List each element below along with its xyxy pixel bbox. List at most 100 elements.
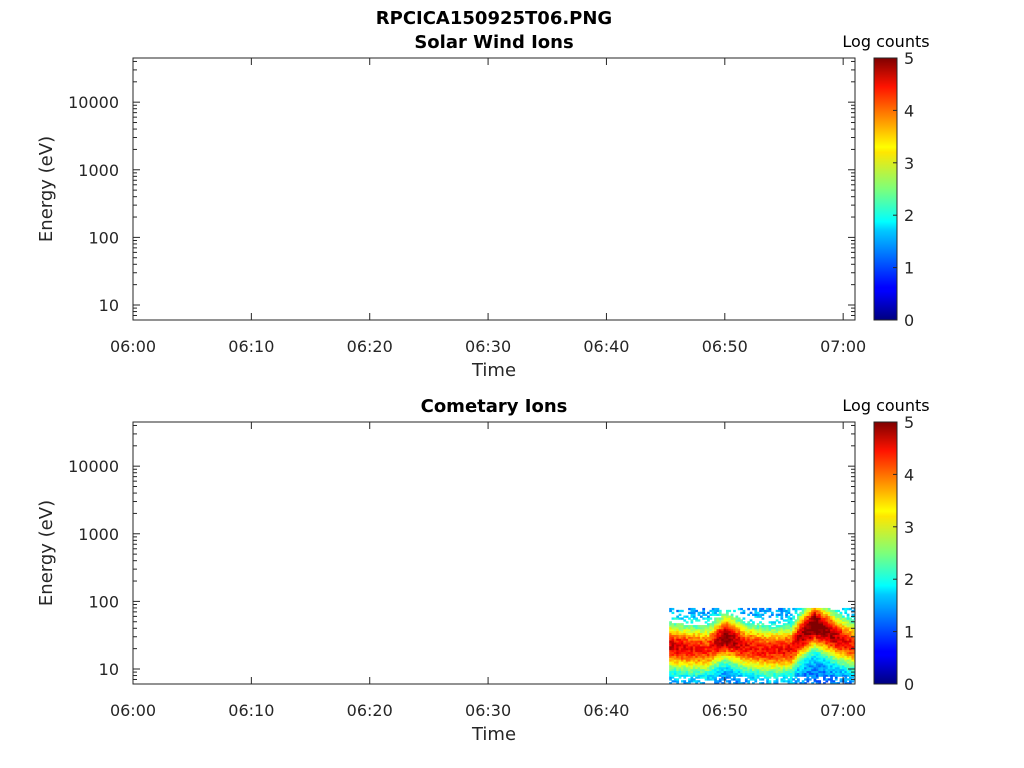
heatmap-cell — [707, 626, 710, 630]
heatmap-cell — [754, 613, 758, 616]
heatmap-cell — [780, 638, 784, 641]
heatmap-cell — [669, 647, 672, 651]
heatmap-cell — [799, 613, 803, 616]
heatmap-cell — [773, 640, 777, 643]
heatmap-cell — [702, 630, 706, 634]
heatmap-cell — [787, 638, 791, 641]
heatmap-cell — [775, 649, 779, 653]
heatmap-cell — [709, 609, 713, 613]
heatmap-cell — [789, 676, 793, 679]
heatmap-cell — [704, 678, 708, 681]
heatmap-cell — [849, 674, 852, 677]
heatmap-cell — [780, 653, 784, 656]
heatmap-cell — [740, 653, 743, 656]
heatmap-cell — [811, 630, 814, 634]
heatmap-cell — [808, 645, 812, 649]
heatmap-cell — [818, 668, 822, 672]
heatmap-cell — [763, 640, 767, 643]
heatmap-cell — [695, 663, 698, 666]
heatmap-cell — [690, 647, 694, 651]
heatmap-cell — [733, 619, 736, 622]
heatmap-cell — [851, 634, 855, 637]
heatmap-cell — [759, 666, 762, 670]
heatmap-cell — [702, 663, 706, 666]
heatmap-cell — [733, 661, 736, 664]
heatmap-cell — [811, 623, 814, 626]
heatmap-cell — [766, 664, 769, 668]
heatmap-cell — [834, 640, 838, 643]
heatmap-cell — [775, 634, 779, 637]
heatmap-cell — [846, 655, 850, 658]
heatmap-cell — [785, 666, 788, 670]
heatmap-cell — [678, 617, 682, 620]
heatmap-cell — [806, 607, 810, 611]
heatmap-cell — [718, 647, 722, 651]
heatmap-cell — [692, 617, 696, 620]
heatmap-cell — [699, 645, 703, 649]
heatmap-cell — [759, 621, 762, 624]
heatmap-cell — [733, 676, 736, 679]
heatmap-cell — [825, 619, 829, 622]
heatmap-cell — [766, 674, 769, 677]
heatmap-cell — [782, 619, 786, 622]
heatmap-cell — [773, 663, 777, 666]
heatmap-cell — [697, 653, 701, 656]
heatmap-cell — [844, 626, 848, 630]
heatmap-cell — [815, 642, 819, 645]
heatmap-cell — [853, 617, 855, 620]
heatmap-cell — [711, 659, 715, 662]
heatmap-cell — [747, 642, 751, 645]
heatmap-cell — [820, 655, 824, 658]
heatmap-cell — [669, 607, 672, 611]
heatmap-cell — [778, 630, 781, 634]
heatmap-cell — [735, 668, 739, 672]
heatmap-cell — [782, 607, 786, 611]
heatmap-cell — [759, 644, 762, 647]
heatmap-cell — [669, 625, 672, 628]
heatmap-cell — [683, 661, 687, 664]
heatmap-cell — [733, 645, 736, 649]
heatmap-cell — [709, 649, 713, 653]
heatmap-cell — [818, 638, 822, 641]
heatmap-cell — [778, 670, 781, 673]
heatmap-cell — [830, 626, 833, 630]
heatmap-cell — [811, 611, 814, 615]
heatmap-cell — [695, 642, 698, 645]
heatmap-cell — [806, 623, 810, 626]
heatmap-cell — [808, 644, 812, 647]
heatmap-cell — [697, 642, 701, 645]
heatmap-cell — [770, 611, 774, 615]
heatmap-cell — [825, 678, 829, 681]
heatmap-cell — [747, 636, 751, 639]
heatmap-cell — [718, 664, 722, 668]
heatmap-cell — [740, 649, 743, 653]
heatmap-cell — [837, 634, 841, 637]
heatmap-cell — [818, 653, 822, 656]
heatmap-cell — [808, 663, 812, 666]
heatmap-cell — [815, 644, 819, 647]
heatmap-cell — [747, 653, 751, 656]
heatmap-cell — [785, 626, 788, 630]
heatmap-cell — [766, 655, 769, 658]
heatmap-cell — [823, 613, 826, 616]
heatmap-cell — [773, 651, 777, 654]
heatmap-cell — [832, 666, 836, 670]
heatmap-cell — [707, 649, 710, 653]
heatmap-cell — [756, 613, 760, 616]
heatmap-cell — [827, 672, 831, 675]
heatmap-cell — [714, 676, 717, 679]
heatmap-cell — [782, 676, 786, 679]
heatmap-cell — [797, 659, 800, 662]
heatmap-cell — [676, 678, 680, 681]
heatmap-cell — [820, 628, 824, 632]
heatmap-cell — [709, 636, 713, 639]
heatmap-cell — [740, 644, 743, 647]
heatmap-cell — [733, 659, 736, 662]
heatmap-cell — [815, 657, 819, 660]
heatmap-cell — [768, 655, 772, 658]
heatmap-cell — [778, 647, 781, 651]
heatmap-cell — [804, 668, 807, 672]
heatmap-cell — [789, 653, 793, 656]
heatmap-cell — [787, 663, 791, 666]
heatmap-cell — [737, 607, 741, 611]
